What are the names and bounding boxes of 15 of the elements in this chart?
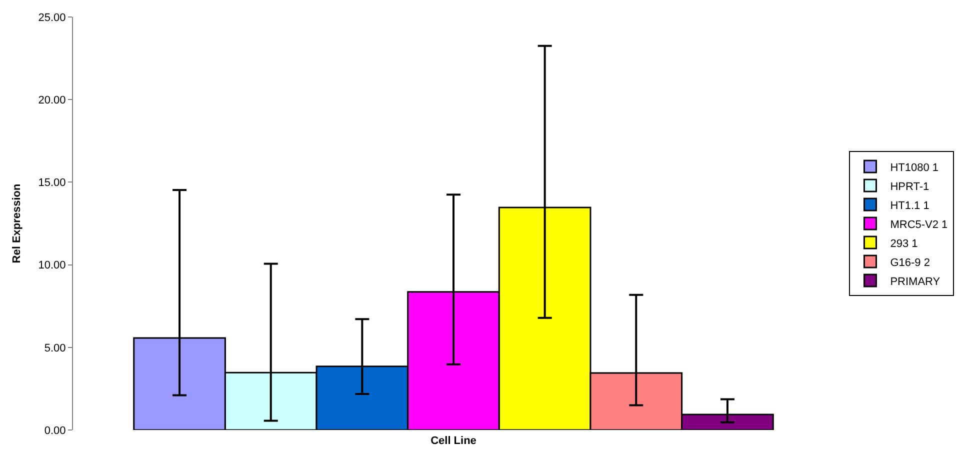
y-tick-label: 15.00 [38, 177, 66, 190]
y-tick-label: 25.00 [38, 12, 66, 24]
legend-label: HPRT-1 [890, 180, 930, 193]
legend-label: 293 1 [890, 238, 918, 250]
y-tick-label: 0.00 [44, 424, 66, 437]
legend-label: HT1080 1 [890, 162, 939, 174]
y-axis-title: Rel Expression [10, 183, 23, 264]
y-tick-label: 10.00 [38, 260, 66, 272]
x-axis-title: Cell Line [430, 435, 476, 448]
legend-label: G16-9 2 [890, 256, 930, 269]
y-tick-label: 20.00 [38, 94, 66, 106]
legend-label: MRC5-V2 1 [890, 218, 948, 231]
y-tick-label: 5.00 [44, 342, 66, 354]
legend-label: HT1.1 1 [890, 200, 930, 212]
legend-label: PRIMARY [890, 276, 941, 288]
